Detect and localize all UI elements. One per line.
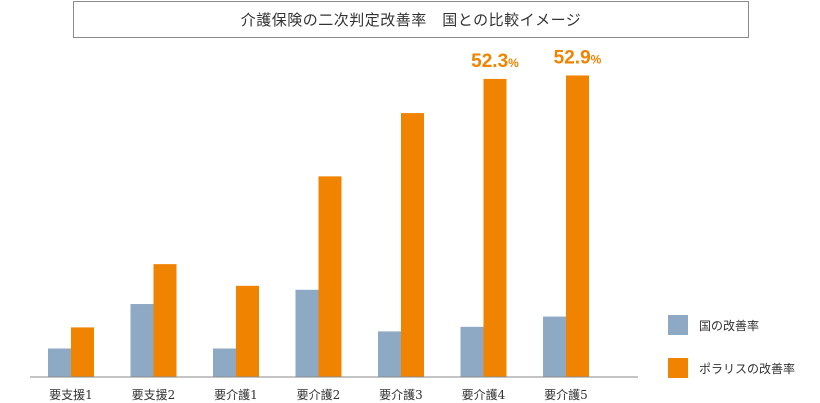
bar-national-6: [460, 326, 484, 377]
x-tick-label: 要介護2: [297, 387, 341, 402]
data-label-1: 52.3%: [471, 51, 519, 72]
data-label-value: 52.9: [554, 47, 591, 68]
bar-national-5: [378, 331, 401, 377]
data-label-unit: %: [508, 56, 519, 70]
bar-national-4: [295, 289, 319, 377]
x-tick-label: 要介護3: [379, 387, 423, 402]
bar-polaris-1: [71, 327, 94, 377]
data-label-2: 52.9%: [554, 47, 602, 68]
bar-polaris-6: [483, 78, 507, 377]
bar-polaris-4: [318, 176, 342, 377]
bar-national-1: [48, 348, 71, 377]
data-label-unit: %: [591, 52, 602, 66]
legend-label-polaris: ポラリスの改善率: [699, 361, 795, 376]
x-tick-label: 要支援1: [49, 388, 93, 402]
x-tick-labels: 要支援1 要支援2 要介護1 要介護2 要介護3 要介護4 要介護5: [49, 387, 588, 402]
bar-polaris-7: [566, 75, 589, 377]
bars-group: [48, 75, 589, 377]
bar-polaris-3: [236, 285, 259, 377]
x-tick-label: 要介護5: [544, 387, 588, 402]
bar-national-3: [213, 348, 236, 377]
bar-national-2: [130, 304, 154, 377]
bar-polaris-5: [401, 113, 424, 377]
x-tick-label: 要介護4: [462, 387, 506, 402]
legend-label-national: 国の改善率: [699, 318, 759, 333]
x-tick-label: 要介護1: [214, 387, 258, 402]
legend-swatch-polaris: [668, 358, 688, 378]
legend-swatch-national: [668, 315, 688, 335]
data-label-value: 52.3: [471, 51, 508, 72]
x-tick-label: 要支援2: [132, 388, 176, 402]
chart-title: 介護保険の二次判定改善率 国との比較イメージ: [73, 1, 749, 38]
data-labels: 52.3% 52.9%: [471, 47, 601, 71]
bar-national-7: [543, 316, 566, 377]
bar-polaris-2: [153, 264, 177, 377]
